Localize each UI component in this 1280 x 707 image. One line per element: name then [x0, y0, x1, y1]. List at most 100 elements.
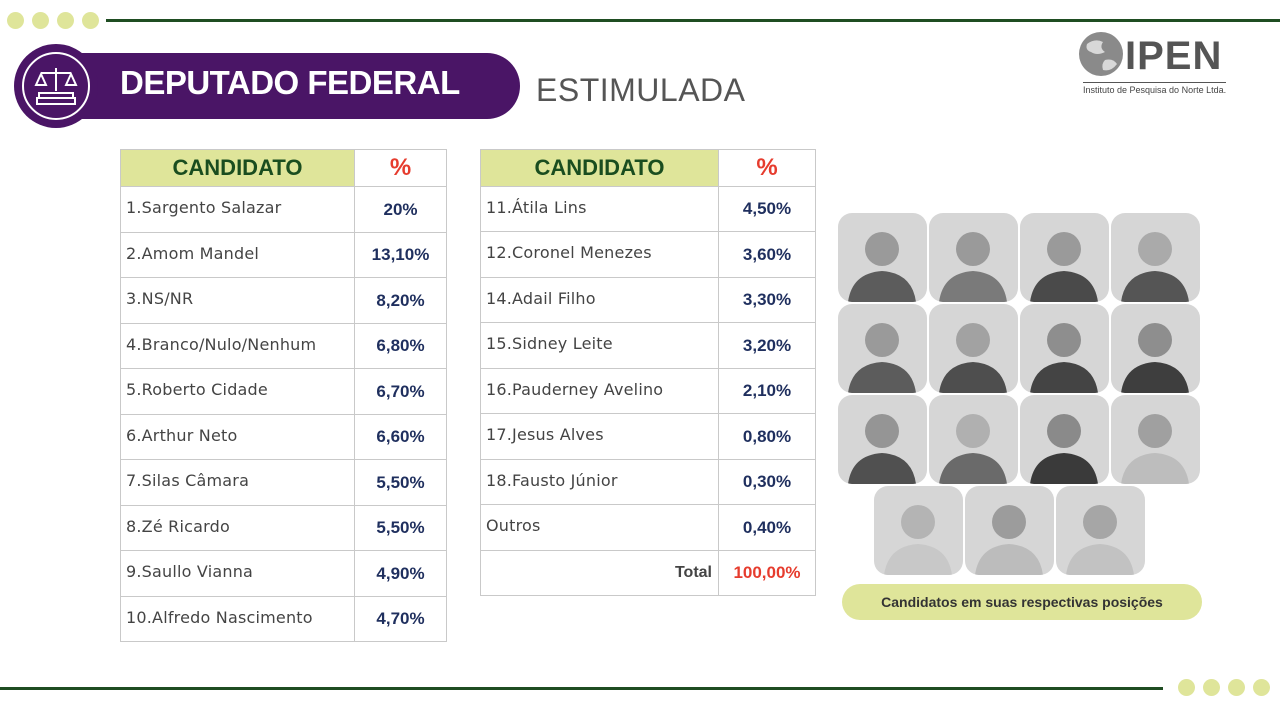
photos-caption: Candidatos em suas respectivas posições: [842, 584, 1202, 620]
logo-tagline: Instituto de Pesquisa do Norte Ltda.: [1083, 82, 1227, 95]
candidate-photo: [838, 395, 927, 484]
column-header-percent: %: [718, 149, 816, 187]
candidate-photo: [1111, 304, 1200, 393]
candidate-name: 12.Coronel Menezes: [480, 231, 719, 278]
candidate-percent: 3,20%: [718, 322, 816, 369]
candidate-percent: 4,90%: [354, 550, 447, 597]
candidate-percent: 0,30%: [718, 459, 816, 505]
candidate-photo: [1111, 213, 1200, 302]
candidate-percent: 5,50%: [354, 459, 447, 506]
candidate-name: 6.Arthur Neto: [120, 414, 355, 460]
candidate-name: 11.Átila Lins: [480, 186, 719, 232]
results-table-right: CANDIDATO % 11.Átila Lins 4,50% 12.Corone…: [480, 149, 816, 596]
candidate-percent: 20%: [354, 186, 447, 233]
decor-dot: [7, 12, 24, 29]
decor-dot: [57, 12, 74, 29]
table-row: 12.Coronel Menezes 3,60%: [480, 231, 816, 278]
candidate-photo: [965, 486, 1054, 575]
decor-dot: [1253, 679, 1270, 696]
candidate-percent: 4,50%: [718, 186, 816, 232]
table-row: 15.Sidney Leite 3,20%: [480, 322, 816, 369]
table-row: 11.Átila Lins 4,50%: [480, 186, 816, 232]
results-table-left: CANDIDATO % 1.Sargento Salazar 20% 2.Amom…: [120, 149, 447, 642]
table-row: Outros 0,40%: [480, 504, 816, 551]
total-label: Total: [480, 550, 719, 596]
ipen-logo: IPEN Instituto de Pesquisa do Norte Ltda…: [1077, 30, 1247, 100]
candidate-photo: [1020, 395, 1109, 484]
decor-dot: [1203, 679, 1220, 696]
logo-name: IPEN: [1125, 34, 1223, 78]
justice-badge: [14, 44, 98, 128]
total-row: Total 100,00%: [480, 550, 816, 596]
candidate-name: Outros: [480, 504, 719, 551]
table-row: 2.Amom Mandel 13,10%: [120, 232, 447, 278]
candidate-name: 2.Amom Mandel: [120, 232, 355, 278]
decor-dot: [32, 12, 49, 29]
candidate-name: 8.Zé Ricardo: [120, 505, 355, 551]
globe-icon: [1079, 32, 1123, 76]
candidate-name: 16.Pauderney Avelino: [480, 368, 719, 414]
candidate-percent: 2,10%: [718, 368, 816, 414]
page-title: DEPUTADO FEDERAL: [120, 64, 460, 101]
candidate-photo: [838, 304, 927, 393]
column-header-candidate: CANDIDATO: [120, 149, 355, 187]
table-row: 7.Silas Câmara 5,50%: [120, 459, 447, 506]
candidate-percent: 6,70%: [354, 368, 447, 415]
table-row: 17.Jesus Alves 0,80%: [480, 413, 816, 460]
candidate-percent: 6,80%: [354, 323, 447, 369]
candidate-name: 4.Branco/Nulo/Nenhum: [120, 323, 355, 369]
table-row: 18.Fausto Júnior 0,30%: [480, 459, 816, 505]
candidate-name: 15.Sidney Leite: [480, 322, 719, 369]
candidate-name: 3.NS/NR: [120, 277, 355, 324]
candidate-photo: [1020, 304, 1109, 393]
candidate-name: 18.Fausto Júnior: [480, 459, 719, 505]
banner-background: [44, 53, 520, 119]
candidate-percent: 3,30%: [718, 277, 816, 323]
candidate-name: 5.Roberto Cidade: [120, 368, 355, 415]
candidate-percent: 0,40%: [718, 504, 816, 551]
top-divider: [106, 19, 1280, 22]
candidate-photo: [1111, 395, 1200, 484]
candidate-percent: 0,80%: [718, 413, 816, 460]
table-row: 8.Zé Ricardo 5,50%: [120, 505, 447, 551]
table-row: 4.Branco/Nulo/Nenhum 6,80%: [120, 323, 447, 369]
page-subtitle: ESTIMULADA: [536, 72, 746, 108]
candidate-photo: [838, 213, 927, 302]
decor-dot: [1228, 679, 1245, 696]
candidate-name: 17.Jesus Alves: [480, 413, 719, 460]
table-row: 9.Saullo Vianna 4,90%: [120, 550, 447, 597]
candidate-photo-grid: [836, 211, 1204, 579]
table-row: 6.Arthur Neto 6,60%: [120, 414, 447, 460]
decor-dot: [1178, 679, 1195, 696]
bottom-divider: [0, 687, 1163, 690]
table-row: 14.Adail Filho 3,30%: [480, 277, 816, 323]
candidate-percent: 3,60%: [718, 231, 816, 278]
candidate-percent: 13,10%: [354, 232, 447, 278]
total-value: 100,00%: [718, 550, 816, 596]
candidate-name: 7.Silas Câmara: [120, 459, 355, 506]
candidate-name: 1.Sargento Salazar: [120, 186, 355, 233]
title-banner: DEPUTADO FEDERAL: [14, 44, 520, 128]
candidate-name: 14.Adail Filho: [480, 277, 719, 323]
table-row: 16.Pauderney Avelino 2,10%: [480, 368, 816, 414]
candidate-percent: 6,60%: [354, 414, 447, 460]
scales-icon: [22, 52, 90, 120]
table-row: 10.Alfredo Nascimento 4,70%: [120, 596, 447, 642]
candidate-name: 9.Saullo Vianna: [120, 550, 355, 597]
table-row: 3.NS/NR 8,20%: [120, 277, 447, 324]
candidate-photo: [1056, 486, 1145, 575]
candidate-name: 10.Alfredo Nascimento: [120, 596, 355, 642]
candidate-percent: 8,20%: [354, 277, 447, 324]
candidate-photo: [1020, 213, 1109, 302]
candidate-photo: [929, 395, 1018, 484]
candidate-percent: 4,70%: [354, 596, 447, 642]
column-header-percent: %: [354, 149, 447, 187]
table-row: 1.Sargento Salazar 20%: [120, 186, 447, 233]
candidate-percent: 5,50%: [354, 505, 447, 551]
candidate-photo: [929, 213, 1018, 302]
decor-dot: [82, 12, 99, 29]
column-header-candidate: CANDIDATO: [480, 149, 719, 187]
candidate-photo: [874, 486, 963, 575]
table-row: 5.Roberto Cidade 6,70%: [120, 368, 447, 415]
candidate-photo: [929, 304, 1018, 393]
